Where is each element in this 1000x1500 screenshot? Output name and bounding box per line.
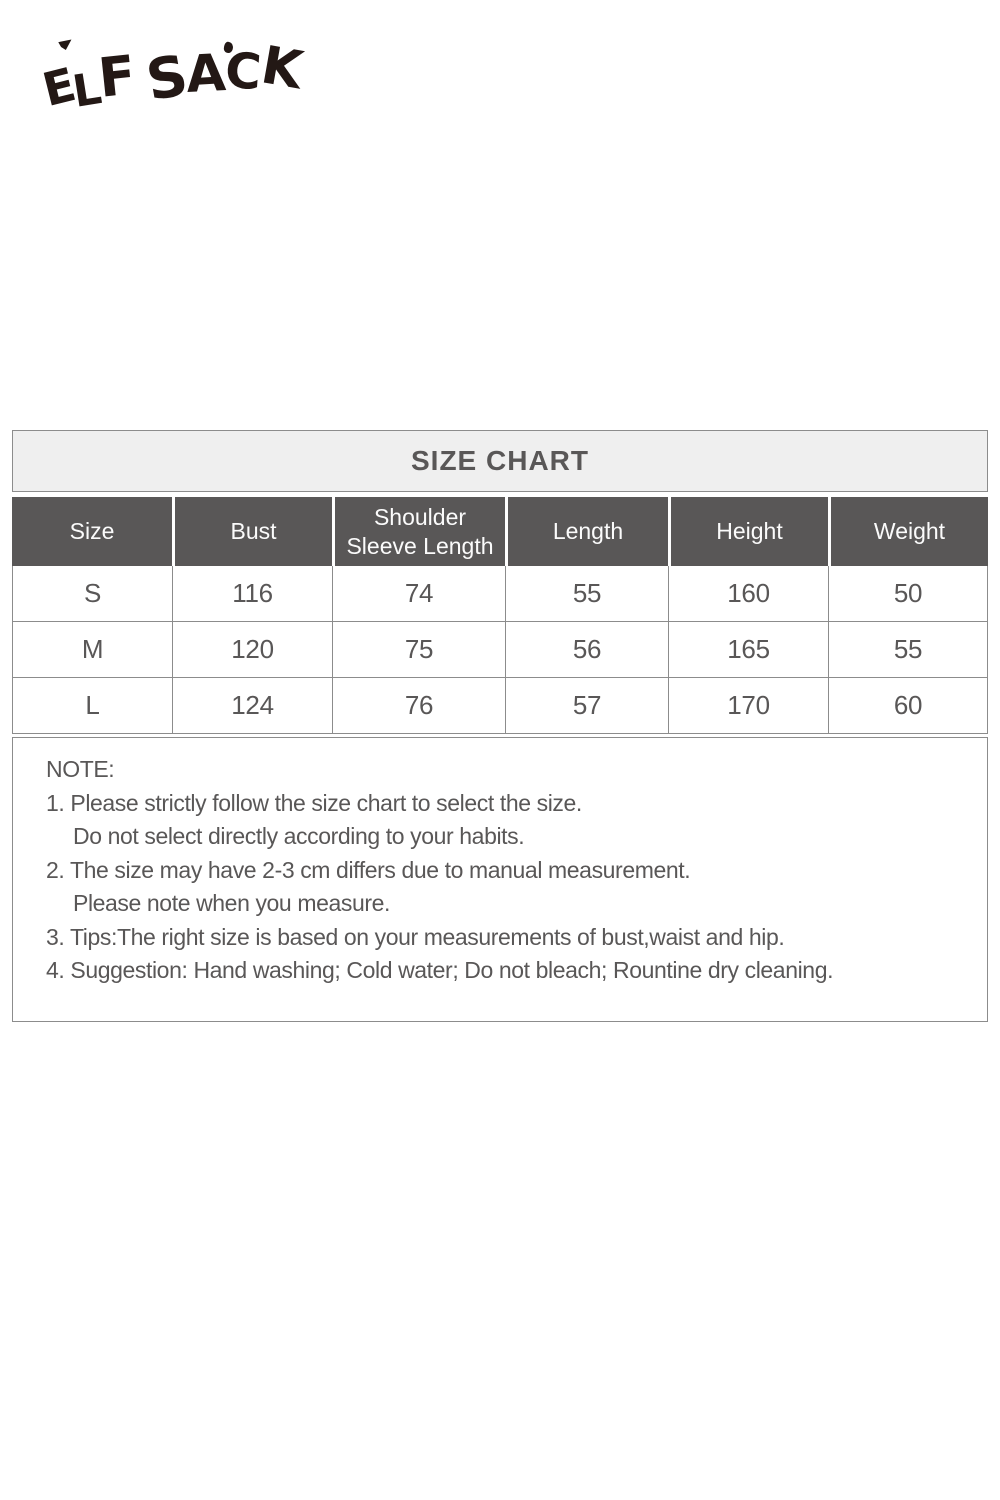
note-line-2b: Please note when you measure. bbox=[73, 890, 390, 916]
note-line-3: 3. Tips:The right size is based on your … bbox=[46, 923, 785, 950]
cell-height: 160 bbox=[668, 566, 828, 621]
cell-weight: 50 bbox=[828, 566, 987, 621]
column-header-height: Height bbox=[668, 497, 828, 566]
column-header-size: Size bbox=[12, 497, 172, 566]
notes-heading: NOTE: bbox=[46, 756, 115, 782]
table-header-row: Size Bust Shoulder Sleeve Length Length … bbox=[12, 497, 988, 566]
cell-shoulder-sleeve: 74 bbox=[332, 566, 505, 621]
brand-logo: ELFSACK bbox=[37, 35, 307, 128]
logo-letter: K bbox=[257, 35, 308, 102]
notes-section: NOTE: 1. Please strictly follow the size… bbox=[12, 737, 988, 1022]
logo-letter: A bbox=[184, 44, 227, 106]
cell-weight: 60 bbox=[828, 678, 987, 733]
column-header-shoulder-sleeve-length: Shoulder Sleeve Length bbox=[332, 497, 505, 566]
size-chart-title: SIZE CHART bbox=[12, 430, 988, 492]
cell-height: 170 bbox=[668, 678, 828, 733]
cell-shoulder-sleeve: 76 bbox=[332, 678, 505, 733]
table-row-s: S 116 74 55 160 50 bbox=[13, 566, 987, 621]
cell-length: 55 bbox=[505, 566, 668, 621]
cell-height: 165 bbox=[668, 622, 828, 677]
size-table-body: S 116 74 55 160 50 M 120 75 56 165 55 L … bbox=[12, 566, 988, 734]
cell-bust: 120 bbox=[172, 622, 332, 677]
cell-length: 57 bbox=[505, 678, 668, 733]
cell-shoulder-sleeve: 75 bbox=[332, 622, 505, 677]
size-chart-sheet: SIZE CHART Size Bust Shoulder Sleeve Len… bbox=[12, 430, 988, 1022]
note-line-4: 4. Suggestion: Hand washing; Cold water;… bbox=[46, 957, 834, 983]
note-line-1b: Do not select directly according to your… bbox=[73, 823, 525, 849]
cell-bust: 124 bbox=[172, 678, 332, 733]
table-row-m: M 120 75 56 165 55 bbox=[13, 621, 987, 677]
note-line-2: 2. The size may have 2-3 cm differs due … bbox=[46, 856, 691, 883]
logo-letter: F bbox=[95, 43, 140, 110]
column-header-length: Length bbox=[505, 497, 668, 566]
cell-size: S bbox=[83, 578, 102, 608]
cell-size: M bbox=[81, 634, 104, 664]
table-row-l: L 124 76 57 170 60 bbox=[13, 677, 987, 733]
cell-size: L bbox=[85, 690, 100, 720]
note-line-1: 1. Please strictly follow the size chart… bbox=[46, 789, 582, 816]
cell-length: 56 bbox=[505, 622, 668, 677]
logo-accent-check-icon bbox=[58, 37, 72, 52]
cell-bust: 116 bbox=[172, 566, 332, 621]
column-header-weight: Weight bbox=[828, 497, 988, 566]
cell-weight: 55 bbox=[828, 622, 987, 677]
column-header-bust: Bust bbox=[172, 497, 332, 566]
